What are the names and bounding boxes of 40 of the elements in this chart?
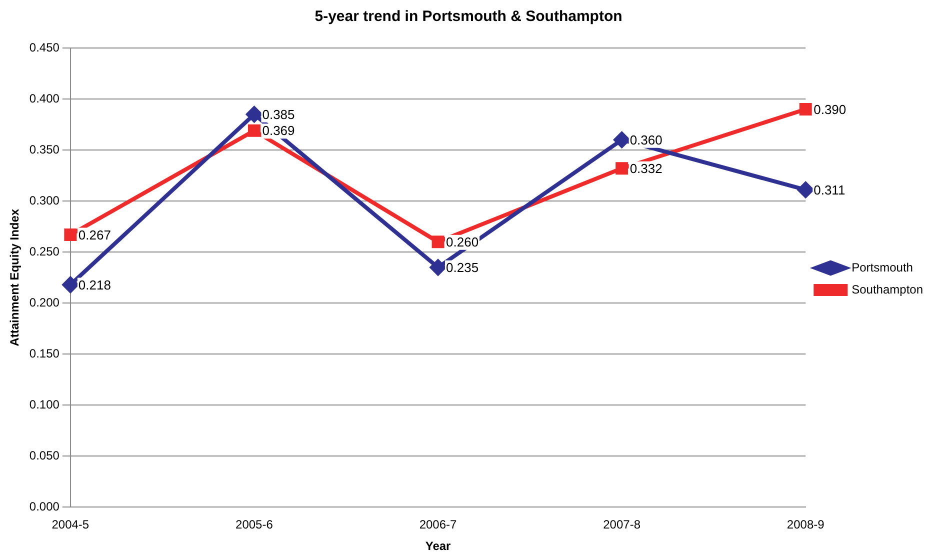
legend-label: Southampton [852,282,924,296]
data-label: 0.218 [78,277,111,292]
y-tick-label: 0.250 [29,244,60,258]
point [616,162,628,175]
y-tick-label: 0.000 [29,500,60,514]
data-label: 0.311 [814,182,846,198]
y-tick-label: 0.050 [29,448,60,462]
point [246,106,262,122]
point [614,132,630,148]
y-tick-label: 0.350 [29,142,60,156]
data-label: 0.390 [814,102,846,117]
point [430,259,446,276]
point [798,182,814,198]
y-axis-title: Attainment Equity Index [8,208,22,346]
x-tick-label: 2006-7 [419,518,458,532]
y-tick-label: 0.150 [29,346,60,360]
data-label: 0.260 [446,234,479,250]
data-label: 0.360 [630,132,662,148]
y-tick-label: 0.450 [29,40,60,54]
data-label: 0.332 [630,160,662,176]
chart-title: 5-year trend in Portsmouth & Southampton [314,8,622,26]
data-label: 0.235 [446,260,479,275]
y-tick-label: 0.100 [29,397,60,412]
point [62,276,78,293]
x-tick-label: 2007-8 [603,518,641,532]
y-tick-label: 0.200 [29,295,60,310]
x-axis-title: Year [425,539,452,554]
legend-label: Portsmouth [852,260,913,274]
point [248,124,260,137]
data-label: 0.385 [262,106,295,122]
data-label: 0.369 [262,123,295,138]
point [799,102,812,116]
y-tick-label: 0.400 [29,91,60,106]
data-label: 0.267 [78,227,111,242]
y-tick-label: 0.300 [29,193,60,208]
x-tick-label: 2008-9 [786,518,825,532]
point [432,236,444,248]
x-tick-label: 2005-6 [236,518,274,532]
x-tick-label: 2004-5 [52,518,90,532]
point [64,228,77,241]
